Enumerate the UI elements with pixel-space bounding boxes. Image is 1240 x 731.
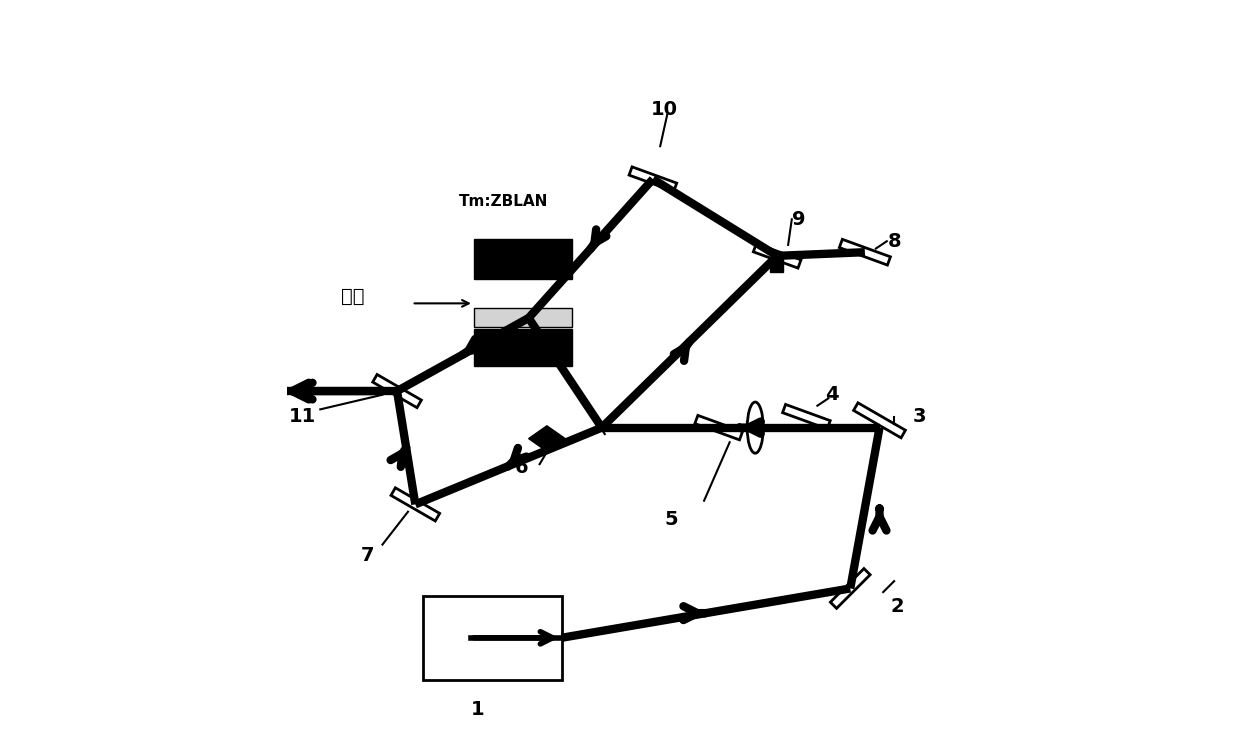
Text: 3: 3: [913, 407, 926, 426]
Bar: [423, 596, 562, 680]
Text: 5: 5: [665, 510, 678, 529]
Text: 4: 4: [825, 385, 838, 404]
Text: Tm:ZBLAN: Tm:ZBLAN: [459, 194, 548, 208]
Polygon shape: [831, 569, 870, 608]
Text: 10: 10: [650, 100, 677, 119]
Text: 9: 9: [792, 210, 806, 229]
Bar: [474, 329, 573, 366]
Text: 11: 11: [289, 407, 316, 426]
Bar: [474, 308, 573, 327]
Polygon shape: [373, 374, 422, 408]
Polygon shape: [694, 415, 743, 440]
Ellipse shape: [748, 402, 764, 453]
Text: 热沉: 热沉: [341, 287, 365, 306]
Text: 6: 6: [515, 458, 528, 477]
Polygon shape: [853, 403, 905, 438]
Text: 7: 7: [361, 546, 374, 565]
Text: 1: 1: [471, 700, 485, 719]
Polygon shape: [391, 488, 440, 521]
Polygon shape: [754, 243, 801, 268]
Text: 2: 2: [892, 597, 905, 616]
Bar: [474, 239, 573, 279]
Text: 8: 8: [888, 232, 901, 251]
Polygon shape: [629, 167, 677, 192]
Bar: [770, 259, 782, 272]
Polygon shape: [528, 425, 565, 451]
Polygon shape: [839, 239, 890, 265]
Polygon shape: [782, 404, 831, 429]
